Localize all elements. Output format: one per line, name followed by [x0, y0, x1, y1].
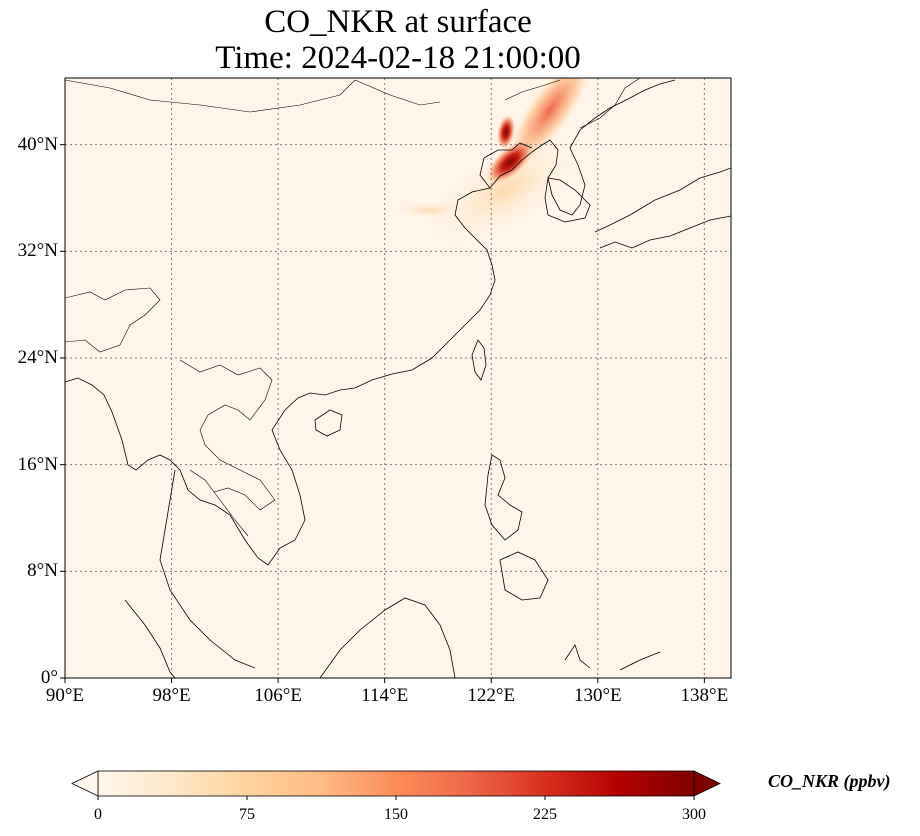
colorbar-tick-label: 0: [94, 806, 102, 823]
border-indochina: [179, 359, 276, 511]
lon-tick-marks: [64, 678, 705, 683]
map-title: CO_NKR at surface: [264, 4, 532, 40]
coastline-sulawesi-new-guinea: [564, 644, 661, 671]
lat-tick-label: 40°N: [17, 133, 58, 155]
colorbar-tick-label: 300: [682, 806, 706, 823]
coastline-asia-mainland: [65, 79, 676, 566]
colorbar-extend-max: [693, 770, 721, 797]
lon-tick-label: 106°E: [254, 685, 302, 706]
colorbar-extend-min: [71, 770, 99, 797]
map-subtitle-time: Time: 2024-02-18 21:00:00: [215, 40, 581, 76]
map-frame: [64, 77, 732, 679]
colorbar-body: [97, 770, 695, 797]
border-thailand-cambodia: [189, 469, 249, 537]
lat-tick-label: 16°N: [17, 453, 58, 475]
lon-tick-label: 138°E: [680, 685, 729, 706]
lon-tick-label: 122°E: [467, 685, 516, 706]
coastline-taiwan: [471, 339, 487, 381]
plume-core-bohai: [485, 139, 535, 185]
plume-core-north: [496, 114, 516, 150]
lon-tick-label: 130°E: [573, 685, 622, 706]
colorbar: [71, 770, 721, 800]
lat-tick-label: 32°N: [17, 240, 58, 262]
lat-tick-marks: [60, 144, 65, 679]
lat-tick-label: 24°N: [17, 347, 58, 368]
coastline-sumatra: [124, 599, 176, 678]
colorbar-tick-label: 225: [533, 806, 557, 823]
coastline-philippines-mindanao: [499, 551, 549, 601]
colorbar-label: CO_NKR (ppbv): [768, 771, 891, 791]
coastline-philippines-luzon: [484, 454, 523, 541]
colorbar-tick-label: 150: [384, 806, 408, 823]
coastlines-and-borders: [65, 78, 731, 678]
coastline-malay-peninsula: [159, 469, 256, 669]
coastline-hainan: [314, 409, 343, 437]
lon-tick-label: 90°E: [45, 685, 85, 706]
gridlines: [65, 78, 731, 678]
border-mongolia: [65, 79, 356, 113]
map-background: [65, 78, 731, 678]
lon-tick-label: 98°E: [152, 685, 191, 706]
coastline-japan-kyushu-honshu: [594, 167, 731, 249]
coastline-borneo: [319, 597, 456, 678]
colorbar-tick-label: 75: [239, 806, 255, 823]
plume-north-band: [505, 78, 595, 169]
coastline-bohai-bay: [479, 142, 533, 189]
plume-diffuse-halo: [421, 129, 589, 251]
border-china-north-east: [354, 79, 561, 106]
lon-tick-label: 114°E: [361, 685, 409, 706]
colorbar-tick-marks: [97, 796, 695, 800]
plume-west-tail: [390, 201, 470, 219]
coastline-korea: [544, 177, 591, 223]
lat-tick-label: 8°N: [27, 560, 58, 582]
co-concentration-field: [390, 78, 595, 251]
border-russia-east: [579, 78, 641, 129]
border-china-west: [65, 287, 161, 353]
lat-tick-label: 0°: [40, 667, 58, 688]
